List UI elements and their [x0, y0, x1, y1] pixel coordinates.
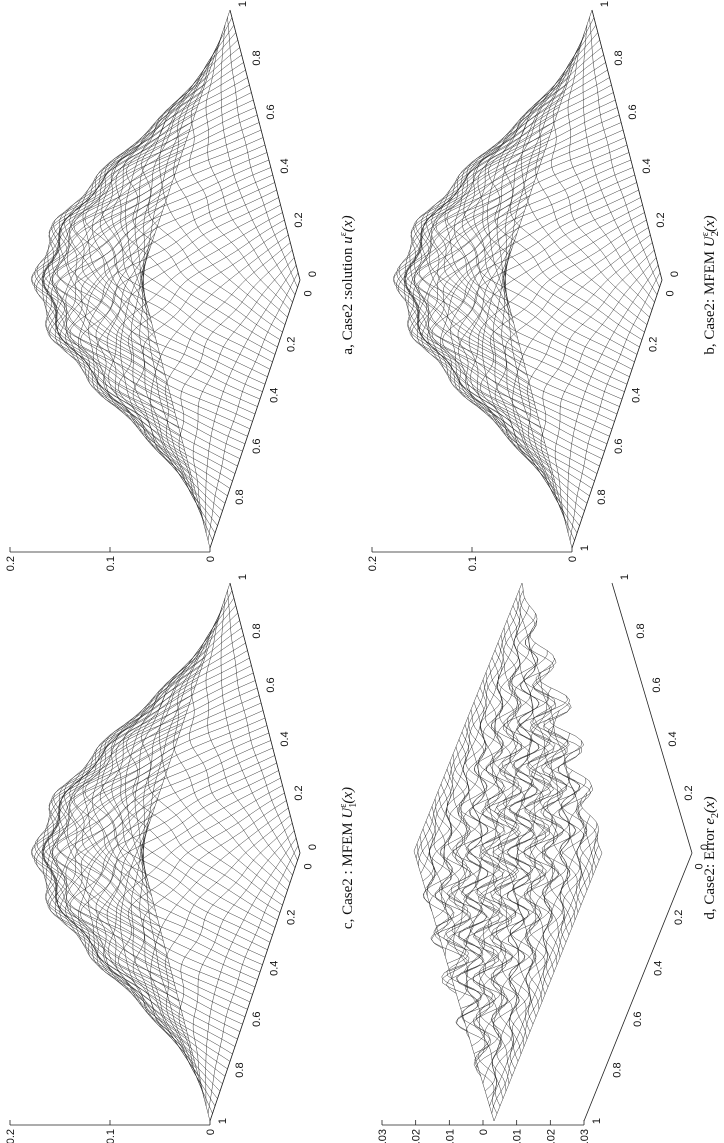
y-tick-label: 0.8: [635, 623, 647, 638]
x-tick-label: 0.2: [285, 337, 297, 352]
y-tick-label: 0.4: [279, 158, 291, 173]
caption-text: c, Case2 : MFEM: [340, 819, 356, 929]
x-tick-label: 0.6: [251, 1012, 263, 1027]
y-tick-label: 0.2: [293, 212, 305, 227]
y-tick-label: 1: [237, 574, 249, 580]
y-tick-label: 0.8: [251, 50, 263, 65]
surface-mesh: [31, 583, 300, 1121]
y-tick-label: 0: [307, 844, 319, 850]
x-tick-label: 0.4: [268, 388, 280, 403]
panel: 0 0.1 0.2 1 0.8 0.6 0.4 0.2 0 0 0.2 0.4 0.6 0.8 1 b, Ca…: [367, 1, 721, 571]
z-tick-label: 0: [205, 1129, 217, 1135]
caption: b, Case2: MFEM U2ε(x): [700, 215, 721, 354]
caption-arg: (x): [340, 215, 356, 232]
z-tick-label: 0.1: [105, 1129, 117, 1143]
x-tick-label: 0.2: [285, 910, 297, 925]
y-tick-label: 0.8: [251, 623, 263, 638]
z-tick-label: -0.01: [512, 1129, 524, 1143]
y-tick-label: 1: [619, 574, 631, 580]
y-tick-label: 0.6: [627, 104, 639, 119]
z-tick-label: 0.02: [411, 1129, 423, 1143]
y-tick-label: 0.2: [683, 785, 695, 800]
caption-arg: (x): [340, 787, 356, 804]
caption-text: a, Case2 :solution: [340, 244, 356, 355]
x-tick-label: 0.4: [268, 961, 280, 976]
y-tick-label: 0.6: [651, 677, 663, 692]
x-tick-label: 0.8: [234, 1062, 246, 1077]
caption: d, Case2: Error e2(x): [702, 796, 721, 919]
x-tick-label: 0.2: [673, 910, 685, 925]
y-tick-label: 0.6: [265, 677, 277, 692]
x-tick-label: 1: [579, 545, 591, 551]
panel: 0 0.1 0.2 1 0.8 0.6 0.4 0.2 0 0 0.2 0.4 0.6 0.8 1 c, Ca…: [5, 574, 359, 1143]
y-tick-label: 1: [237, 1, 249, 7]
y-tick-label: 0.2: [293, 785, 305, 800]
caption-arg: (x): [702, 215, 718, 232]
z-tick-label: -0.03: [579, 1129, 591, 1143]
y-tick-label: 0.4: [279, 731, 291, 746]
surface-mesh: [31, 10, 300, 548]
z-tick-label: -0.02: [545, 1129, 557, 1143]
z-tick-label: 0.2: [367, 556, 379, 571]
x-tick-label: 0.6: [613, 439, 625, 454]
y-tick-label: 0.2: [655, 212, 667, 227]
figure: 0 0.1 0.2 0.8 0.6 0.4 0.2 0 0 0.2 0.4 0.6 0.8 1 a, Cas…: [0, 0, 724, 1143]
x-tick-label: 0: [665, 290, 677, 296]
caption-text: d, Case2: Error: [702, 825, 718, 920]
z-tick-label: 0.03: [377, 1129, 389, 1143]
x-tick-label: 1: [217, 1118, 229, 1124]
z-tick-label: 0.2: [5, 1129, 17, 1143]
surface-mesh: [393, 10, 662, 548]
y-tick-label: 0.4: [641, 158, 653, 173]
z-tick-label: 0.1: [467, 556, 479, 571]
y-tick-label: 0.4: [667, 731, 679, 746]
x-tick-label: 0: [303, 290, 315, 296]
y-tick-label: 1: [599, 1, 611, 7]
caption: a, Case2 :solution uε(x): [338, 215, 356, 354]
y-axis: [612, 583, 692, 853]
y-tick-label: 0.8: [613, 50, 625, 65]
caption-text: b, Case2: MFEM: [702, 247, 718, 355]
y-tick-label: 0.6: [265, 104, 277, 119]
surface-mesh: [414, 583, 602, 1121]
x-axis: [584, 853, 692, 1121]
y-tick-label: 0: [307, 271, 319, 277]
caption-symbol: u: [340, 236, 356, 244]
x-tick-label: 0: [303, 863, 315, 869]
x-tick-label: 0.4: [653, 961, 665, 976]
x-tick-label: 0.4: [630, 388, 642, 403]
x-tick-label: 0.8: [234, 489, 246, 504]
caption-arg: (x): [702, 796, 718, 813]
z-tick-label: 0.2: [5, 556, 17, 571]
rotated-figure: 0 0.1 0.2 0.8 0.6 0.4 0.2 0 0 0.2 0.4 0.6 0.8 1 a, Cas…: [5, 1, 721, 1143]
x-tick-label: 0.8: [596, 489, 608, 504]
y-tick-label: 0: [669, 271, 681, 277]
x-tick-label: 0.6: [632, 1012, 644, 1027]
x-tick-label: 0.2: [647, 337, 659, 352]
z-tick-label: 0: [478, 1129, 490, 1135]
x-tick-label: 0.8: [612, 1062, 624, 1077]
x-tick-label: 1: [591, 1118, 603, 1124]
x-tick-label: 0.6: [251, 439, 263, 454]
panel: 0 0.1 0.2 0.8 0.6 0.4 0.2 0 0 0.2 0.4 0.6 0.8 1 a, Cas…: [5, 1, 356, 571]
caption: c, Case2 : MFEM U1ε(x): [338, 787, 359, 929]
z-tick-label: 0.1: [105, 556, 117, 571]
z-tick-label: 0: [205, 556, 217, 562]
z-tick-label: 0: [567, 556, 579, 562]
z-tick-label: 0.01: [444, 1129, 456, 1143]
